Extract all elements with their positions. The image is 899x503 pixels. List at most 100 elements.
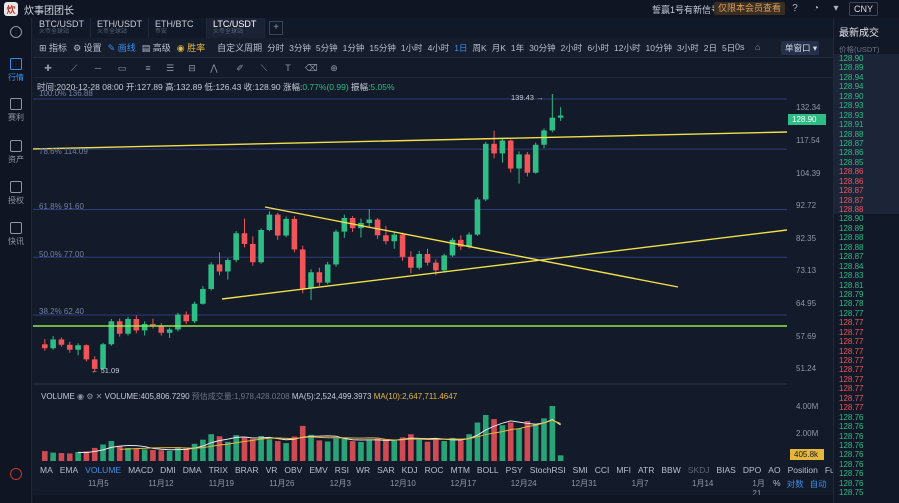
indicator-bbw[interactable]: BBW	[661, 465, 681, 475]
indicator-sar[interactable]: SAR	[377, 465, 395, 475]
lock-icon[interactable]: ⊕	[330, 63, 338, 73]
indicator-skdj[interactable]: SKDJ	[687, 465, 710, 475]
indicator-smi[interactable]: SMI	[572, 465, 588, 475]
indicator-ao[interactable]: AO	[768, 465, 781, 475]
custom-period-button[interactable]: 自定义周期	[217, 43, 263, 53]
indicator-mfi[interactable]: MFI	[616, 465, 631, 475]
indicator-stochrsi[interactable]: StochRSI	[529, 465, 566, 475]
period-0[interactable]: 分时	[267, 42, 285, 53]
trendline-icon[interactable]: ⟋	[70, 63, 78, 73]
indicator-wr[interactable]: WR	[355, 465, 371, 475]
pattern-icon[interactable]: ⋀	[210, 63, 218, 73]
period-10[interactable]: 1年	[510, 42, 525, 53]
period-5[interactable]: 1小时	[400, 42, 423, 53]
tab-eth-usdt[interactable]: ETH/USDT 火币全球站	[91, 18, 149, 38]
screenshot-icon[interactable]: ⌂	[755, 42, 761, 52]
eraser-icon[interactable]: ⌫	[305, 63, 318, 73]
indicator-volume[interactable]: VOLUME	[85, 465, 122, 475]
tab-ltc-usdt[interactable]: LTC/USDT 火币全球站	[207, 18, 265, 38]
log-toggle[interactable]: 对数	[786, 479, 804, 489]
tab-btc-usdt[interactable]: BTC/USDT 火币全球站	[33, 18, 91, 38]
draw-button[interactable]: ✎ 画线	[107, 43, 136, 53]
currency-select[interactable]: CNY	[849, 2, 879, 16]
period-18[interactable]: 5日	[721, 42, 736, 53]
fib-icon[interactable]: ☰	[165, 63, 175, 73]
nav-profit[interactable]: 赛利	[0, 98, 32, 123]
settings-button[interactable]: ⚙ 设置	[73, 43, 102, 53]
help-icon[interactable]: ?	[792, 3, 798, 14]
period-17[interactable]: 2日	[703, 42, 717, 53]
rectangle-icon[interactable]: ▭	[117, 63, 127, 73]
period-9[interactable]: 月K	[491, 42, 506, 53]
seconds-label[interactable]: 0s	[735, 42, 745, 52]
nav-logo[interactable]	[0, 26, 32, 40]
period-4[interactable]: 15分钟	[369, 42, 396, 53]
period-7[interactable]: 1日	[454, 42, 468, 53]
period-6[interactable]: 4小时	[427, 42, 450, 53]
indicator-kdj[interactable]: KDJ	[401, 465, 418, 475]
period-11[interactable]: 30分钟	[529, 42, 556, 53]
advanced-button[interactable]: ▤ 高级	[141, 43, 171, 53]
nav-bottom[interactable]	[0, 468, 32, 482]
eye-icon[interactable]: ◉ ⚙ ✕	[77, 392, 103, 401]
indicator-trix[interactable]: TRIX	[208, 465, 228, 475]
user-icon[interactable]: ◔	[812, 3, 820, 14]
gann-icon[interactable]: ⊟	[188, 63, 196, 73]
indicator-obv[interactable]: OBV	[284, 465, 303, 475]
chart-area[interactable]: 时间:2020-12-28 08:00 开:127.89 高:132.89 低:…	[29, 78, 833, 473]
nav-assets[interactable]: 资产	[0, 140, 32, 165]
period-8[interactable]: 周K	[472, 42, 487, 53]
signal-notice[interactable]: 誓赢1号有新信号	[652, 5, 721, 15]
nav-market[interactable]: 行情	[0, 58, 32, 83]
period-13[interactable]: 6小时	[587, 42, 610, 53]
text-icon[interactable]: T	[285, 63, 291, 73]
indicator-psy[interactable]: PSY	[505, 465, 523, 475]
period-3[interactable]: 1分钟	[342, 42, 365, 53]
promo-badge[interactable]: 仅限本会员查看	[714, 2, 786, 15]
period-1[interactable]: 3分钟	[289, 42, 311, 53]
candlestick-chart[interactable]	[29, 78, 833, 473]
shirt-icon[interactable]: ▾	[833, 3, 839, 14]
nav-auth[interactable]: 授权	[0, 181, 32, 206]
indicator-rsi[interactable]: RSI	[334, 465, 349, 475]
winrate-button[interactable]: ◉ 胜率	[176, 43, 206, 53]
indicator-position[interactable]: Position	[787, 465, 818, 475]
price-tick: 117.54	[796, 135, 820, 145]
indicator-brar[interactable]: BRAR	[234, 465, 259, 475]
indicator-cci[interactable]: CCI	[594, 465, 610, 475]
indicator-ema[interactable]: EMA	[59, 465, 79, 475]
indicator-bias[interactable]: BIAS	[716, 465, 736, 475]
line-icon[interactable]: ─	[94, 63, 102, 73]
period-12[interactable]: 2小时	[560, 42, 583, 53]
period-15[interactable]: 10分钟	[645, 42, 672, 53]
indicator-dma[interactable]: DMA	[182, 465, 202, 475]
indicator-button[interactable]: ⊞ 指标	[39, 43, 68, 53]
indicator-mtm[interactable]: MTM	[450, 465, 470, 475]
crosshair-icon[interactable]: ✚	[44, 63, 52, 73]
indicator-atr[interactable]: ATR	[638, 465, 655, 475]
indicator-roc[interactable]: ROC	[424, 465, 444, 475]
period-2[interactable]: 5分钟	[315, 42, 338, 53]
indicator-dmi[interactable]: DMI	[160, 465, 176, 475]
indicator-dpo[interactable]: DPO	[742, 465, 762, 475]
indicator-macd[interactable]: MACD	[128, 465, 154, 475]
period-16[interactable]: 3小时	[676, 42, 699, 53]
brush-icon[interactable]: ✐	[236, 63, 244, 73]
change-label: 涨幅	[282, 82, 300, 92]
indicator-boll[interactable]: BOLL	[476, 465, 499, 475]
channel-icon[interactable]: ≡	[145, 63, 151, 73]
fib-label-100: 100.0% 136.88	[39, 89, 93, 98]
indicator-vr[interactable]: VR	[265, 465, 278, 475]
nav-news[interactable]: 快讯	[0, 222, 32, 247]
window-select[interactable]: 单窗口 ▾	[781, 41, 819, 55]
percent-toggle[interactable]: %	[773, 478, 781, 488]
tab-eth-btc[interactable]: ETH/BTC 币安	[149, 18, 207, 38]
add-tab-button[interactable]: +	[269, 21, 283, 35]
date-axis[interactable]: 11月5 11月12 11月19 11月26 12月3 12月10 12月17 12月24 12…	[33, 478, 773, 498]
auto-toggle[interactable]: 自动	[809, 479, 827, 489]
period-14[interactable]: 12小时	[614, 42, 641, 53]
indicator-emv[interactable]: EMV	[309, 465, 328, 475]
indicator-ma[interactable]: MA	[40, 465, 53, 475]
candle-body	[225, 260, 231, 272]
ruler-icon[interactable]: ⟍	[260, 63, 268, 73]
